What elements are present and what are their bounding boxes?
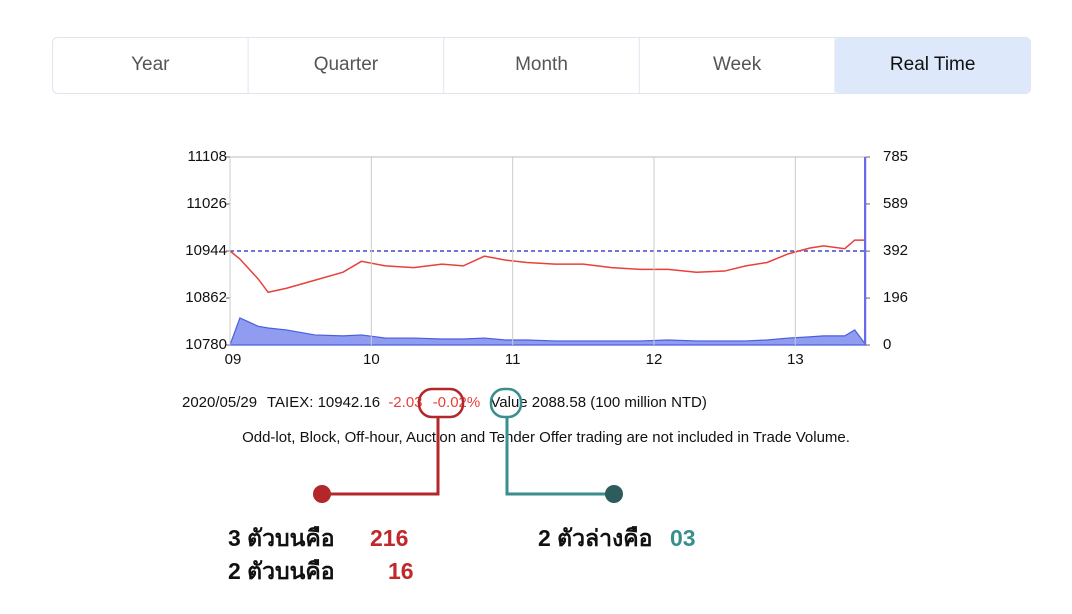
y-tick-label: 10944 — [185, 242, 227, 259]
value-text: Value 2088.58 (100 million NTD) — [490, 394, 707, 411]
highlight-circle — [417, 387, 465, 419]
callout-dot — [313, 485, 331, 503]
index: 10942.16 — [318, 394, 381, 411]
tab[interactable]: Real Time — [890, 54, 976, 75]
tab[interactable]: Month — [515, 54, 568, 75]
annotation-label: 2 ตัวล่างคือ — [538, 525, 652, 551]
annotation-label: 2 ตัวบนคือ — [228, 558, 335, 584]
y-tick-label: 10780 — [185, 336, 227, 353]
tab-active-bg — [834, 38, 1030, 93]
y2-tick-label: 589 — [883, 195, 908, 212]
x-tick-label: 11 — [505, 351, 521, 368]
date: 2020/05/29 — [182, 394, 257, 411]
x-tick-label: 12 — [646, 351, 663, 368]
price-line — [229, 239, 866, 294]
tab[interactable]: Week — [713, 54, 762, 75]
y2-tick-label: 392 — [883, 242, 908, 259]
note: Odd-lot, Block, Off-hour, Auction and Te… — [242, 429, 850, 446]
callout-dot — [605, 485, 623, 503]
tab-bar — [52, 37, 1031, 94]
callout-line — [505, 417, 614, 496]
volume-area — [229, 317, 868, 346]
tab[interactable]: Quarter — [314, 54, 379, 75]
change: -2.03 — [388, 394, 422, 411]
callout-line — [322, 417, 440, 496]
y-tick-label: 11108 — [188, 148, 228, 165]
change-pct: -0.02% — [433, 394, 481, 411]
info-line: 2020/05/29 TAIEX: 10942.16 -2.03 -0.02% … — [182, 394, 707, 411]
y2-tick-label: 196 — [883, 289, 908, 306]
annotation-value: 03 — [670, 525, 696, 551]
annotation-value: 16 — [388, 558, 414, 584]
annotation-value: 216 — [370, 525, 408, 551]
annotation-label: 3 ตัวบนคือ — [228, 525, 335, 551]
y2-tick-label: 785 — [883, 148, 908, 165]
x-tick-label: 10 — [363, 351, 380, 368]
x-tick-label: 13 — [787, 351, 804, 368]
y2-tick-label: 0 — [883, 336, 891, 353]
y-tick-label: 10862 — [185, 289, 227, 306]
x-tick-label: 09 — [225, 351, 242, 368]
y-tick-label: 11026 — [186, 195, 227, 212]
index-label: TAIEX: — [267, 394, 313, 411]
tab[interactable]: Year — [131, 54, 170, 75]
